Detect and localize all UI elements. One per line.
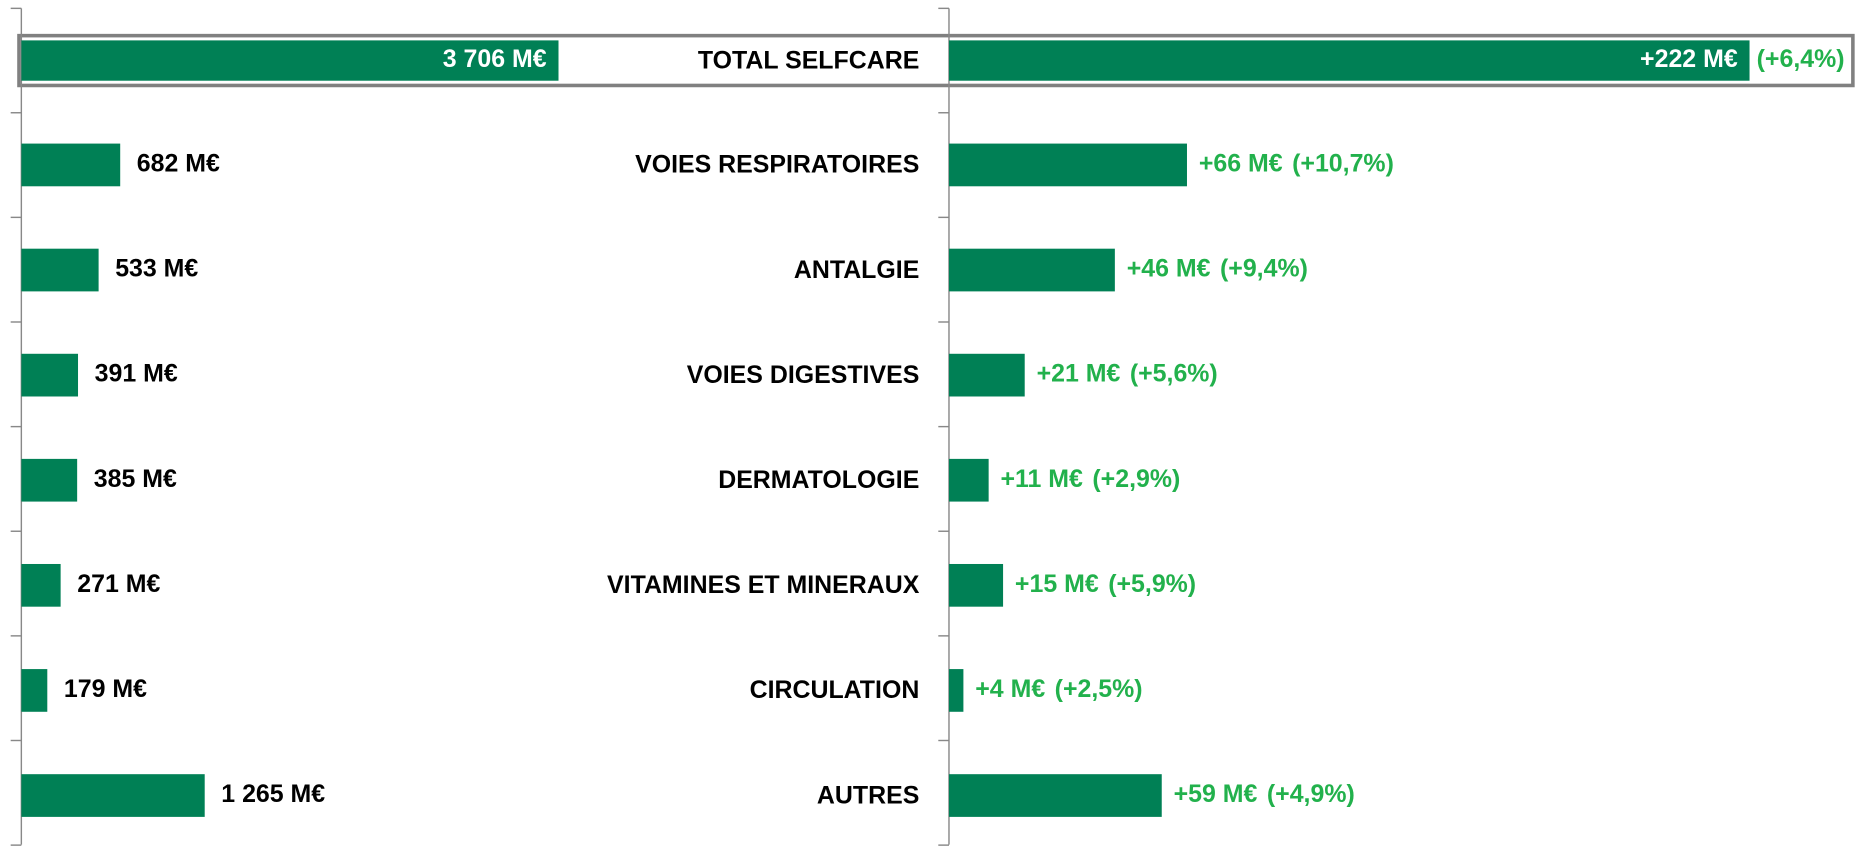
value-label: +15 M€ bbox=[1015, 570, 1099, 598]
bar bbox=[21, 563, 61, 607]
bar bbox=[948, 248, 1115, 292]
value-label: +222 M€ bbox=[1640, 45, 1738, 73]
category-label: VITAMINES ET MINERAUX bbox=[607, 571, 920, 599]
value-label: 391 M€ bbox=[95, 360, 178, 388]
value-label: 682 M€ bbox=[137, 150, 220, 178]
bar bbox=[948, 353, 1025, 397]
category-label: CIRCULATION bbox=[750, 676, 920, 704]
value-label: +66 M€ bbox=[1199, 150, 1283, 178]
category-label: TOTAL SELFCARE bbox=[698, 46, 919, 74]
pct-label: (+4,9%) bbox=[1267, 780, 1355, 808]
pct-label: (+2,5%) bbox=[1055, 675, 1143, 703]
bar bbox=[948, 774, 1162, 817]
bar bbox=[21, 40, 559, 81]
pct-label: (+2,9%) bbox=[1092, 465, 1180, 493]
bar bbox=[21, 458, 78, 502]
value-label: 3 706 M€ bbox=[443, 45, 547, 73]
category-label: DERMATOLOGIE bbox=[718, 466, 919, 494]
bar bbox=[948, 40, 1750, 81]
category-label: VOIES RESPIRATOIRES bbox=[635, 151, 919, 179]
category-label: VOIES DIGESTIVES bbox=[687, 361, 920, 389]
value-label: +11 M€ bbox=[1001, 465, 1084, 493]
pct-label: (+5,9%) bbox=[1108, 570, 1196, 598]
pct-label: (+6,4%) bbox=[1757, 45, 1845, 73]
value-label: +4 M€ bbox=[975, 675, 1045, 703]
category-label: ANTALGIE bbox=[794, 256, 919, 284]
total-frame bbox=[17, 33, 1855, 88]
bar bbox=[21, 669, 48, 712]
value-label: 271 M€ bbox=[77, 570, 160, 598]
value-label: +21 M€ bbox=[1037, 360, 1121, 388]
pct-label: (+10,7%) bbox=[1292, 150, 1394, 178]
value-label: 1 265 M€ bbox=[221, 780, 325, 808]
bar bbox=[948, 669, 964, 712]
bar bbox=[948, 458, 989, 502]
bar bbox=[948, 563, 1004, 607]
value-label: +46 M€ bbox=[1127, 255, 1211, 283]
value-label: 179 M€ bbox=[64, 675, 147, 703]
pct-label: (+9,4%) bbox=[1220, 255, 1308, 283]
bar bbox=[21, 143, 121, 187]
pct-label: (+5,6%) bbox=[1130, 360, 1218, 388]
bar bbox=[21, 353, 79, 397]
bar bbox=[21, 774, 205, 817]
value-label: 385 M€ bbox=[94, 465, 177, 493]
value-label: 533 M€ bbox=[115, 255, 198, 283]
bar bbox=[21, 248, 99, 292]
category-label: AUTRES bbox=[817, 781, 919, 809]
bar bbox=[948, 143, 1187, 187]
value-label: +59 M€ bbox=[1174, 780, 1258, 808]
